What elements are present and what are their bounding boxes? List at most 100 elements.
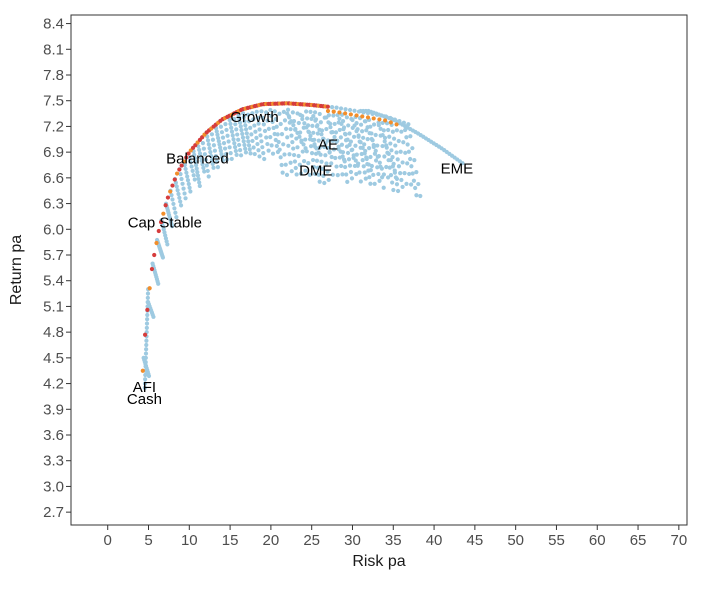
- portfolio-point: [394, 182, 400, 187]
- portfolio-point: [282, 118, 288, 123]
- portfolio-point: [402, 171, 407, 176]
- portfolio-point: [220, 158, 225, 163]
- portfolio-point: [316, 150, 321, 155]
- data-points: [140, 101, 465, 390]
- frontier-point: [161, 211, 166, 216]
- portfolio-point: [349, 176, 355, 181]
- portfolio-point: [414, 170, 419, 175]
- y-tick-label: 4.8: [43, 324, 64, 341]
- portfolio-point: [187, 155, 192, 160]
- portfolio-point: [144, 321, 150, 326]
- portfolio-point: [277, 147, 282, 152]
- portfolio-point: [369, 136, 374, 142]
- portfolio-point: [335, 173, 340, 178]
- frontier-point: [371, 116, 376, 121]
- portfolio-point: [145, 312, 150, 318]
- portfolio-point: [351, 134, 357, 139]
- portfolio-point: [261, 150, 266, 156]
- portfolio-point: [285, 107, 291, 112]
- portfolio-point: [351, 153, 356, 158]
- portfolio-point: [395, 188, 401, 194]
- portfolio-point: [325, 169, 330, 174]
- asset-label: Growth: [230, 109, 278, 126]
- portfolio-point: [365, 137, 370, 142]
- portfolio-point: [298, 112, 303, 117]
- portfolio-point: [326, 177, 331, 183]
- portfolio-point: [317, 111, 322, 117]
- portfolio-point: [295, 130, 300, 135]
- portfolio-point: [214, 159, 220, 164]
- portfolio-point: [278, 155, 283, 160]
- portfolio-point: [239, 128, 244, 133]
- portfolio-point: [344, 172, 349, 177]
- portfolio-point: [260, 115, 265, 120]
- portfolio-point: [191, 173, 196, 178]
- portfolio-point: [142, 381, 148, 386]
- portfolio-point: [265, 118, 270, 123]
- portfolio-point: [404, 135, 409, 140]
- portfolio-point: [274, 143, 279, 149]
- portfolio-point: [188, 160, 193, 165]
- portfolio-point: [279, 132, 285, 137]
- portfolio-point: [289, 169, 294, 174]
- portfolio-point: [197, 151, 203, 156]
- portfolio-point: [238, 124, 243, 129]
- portfolio-point: [314, 146, 319, 151]
- portfolio-point: [281, 142, 286, 147]
- portfolio-point: [209, 132, 215, 137]
- portfolio-point: [303, 137, 308, 142]
- portfolio-point: [367, 175, 372, 180]
- frontier-point: [181, 159, 187, 164]
- portfolio-point: [178, 203, 184, 208]
- portfolio-point: [331, 113, 336, 118]
- portfolio-point: [289, 133, 294, 138]
- portfolio-point: [366, 145, 372, 151]
- frontier-point: [394, 122, 399, 127]
- portfolio-point: [296, 120, 301, 126]
- portfolio-point: [321, 136, 326, 141]
- frontier-point: [343, 111, 348, 116]
- portfolio-point: [360, 158, 365, 163]
- portfolio-point: [215, 132, 220, 137]
- x-tick-label: 65: [630, 532, 647, 549]
- portfolio-point: [285, 111, 290, 116]
- portfolio-point: [197, 180, 202, 185]
- portfolio-point: [238, 153, 244, 158]
- portfolio-point: [343, 107, 348, 112]
- portfolio-point: [302, 121, 307, 126]
- portfolio-point: [242, 142, 247, 148]
- portfolio-point: [354, 129, 359, 134]
- portfolio-point: [290, 140, 295, 145]
- portfolio-point: [297, 134, 302, 139]
- portfolio-point: [188, 189, 193, 194]
- portfolio-point: [366, 162, 371, 167]
- portfolio-point: [220, 135, 226, 140]
- portfolio-point: [306, 160, 311, 166]
- x-tick-label: 35: [385, 532, 402, 549]
- portfolio-point: [174, 215, 179, 220]
- portfolio-point: [273, 116, 278, 122]
- portfolio-point: [244, 131, 249, 136]
- x-tick-label: 10: [181, 532, 198, 549]
- portfolio-point: [218, 145, 223, 150]
- y-tick-label: 7.2: [43, 118, 64, 135]
- portfolio-point: [304, 125, 309, 130]
- portfolio-point: [197, 183, 202, 189]
- portfolio-point: [209, 157, 215, 163]
- portfolio-point: [309, 151, 315, 156]
- portfolio-point: [396, 138, 401, 144]
- frontier-point: [149, 266, 155, 272]
- portfolio-point: [398, 149, 403, 154]
- portfolio-point: [215, 164, 221, 170]
- portfolio-point: [393, 143, 398, 148]
- portfolio-point: [375, 143, 380, 148]
- portfolio-point: [182, 191, 187, 196]
- portfolio-point: [300, 116, 305, 122]
- portfolio-point: [230, 133, 235, 138]
- portfolio-point: [145, 317, 150, 322]
- portfolio-point: [237, 142, 242, 148]
- portfolio-point: [258, 133, 263, 138]
- portfolio-point: [362, 151, 367, 156]
- portfolio-point: [408, 156, 413, 162]
- portfolio-point: [382, 139, 387, 144]
